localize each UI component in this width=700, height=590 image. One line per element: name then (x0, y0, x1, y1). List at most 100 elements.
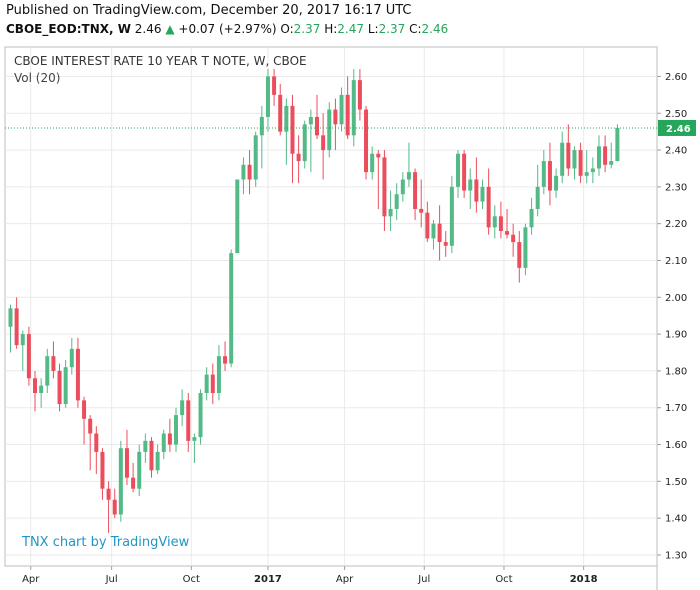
candle (560, 131, 565, 184)
candle-body (345, 94, 350, 136)
candle-body (216, 356, 221, 393)
candle (584, 150, 589, 184)
candle (106, 481, 111, 533)
high-label: H: (324, 22, 338, 36)
time-tick-label: Jul (417, 574, 430, 585)
time-tick-label: Jul (105, 574, 118, 585)
candle-body (112, 499, 117, 515)
candle-body (455, 153, 460, 187)
up-arrow-icon: ▲ (165, 22, 175, 36)
candle-body (290, 105, 295, 154)
candle-body (511, 234, 516, 243)
candle (315, 94, 319, 140)
candle-body (75, 348, 80, 401)
candle (69, 337, 74, 375)
candle (223, 341, 228, 371)
price-tick-label: 2.40 (665, 146, 687, 157)
candle (333, 98, 338, 151)
candle (174, 407, 179, 452)
candle (413, 168, 418, 220)
candle-body (33, 378, 38, 393)
symbol-label: CBOE_EOD:TNX, W (6, 22, 131, 36)
candle-body (541, 161, 546, 187)
candle (180, 389, 185, 427)
candlestick-chart[interactable]: 2.60 2.50 2.40 2.30 2.20 2.10 2.00 1.90 1.80 1.70… (0, 44, 700, 590)
time-tick-label: Oct (183, 574, 200, 585)
candle (94, 426, 99, 474)
candle-body (106, 488, 111, 500)
candle-body (100, 451, 105, 489)
candle (321, 113, 326, 180)
candle-body (241, 164, 246, 180)
candle-body (278, 94, 283, 132)
candle-body (394, 194, 399, 209)
candle (39, 378, 44, 408)
candle-body (609, 161, 614, 165)
candle (505, 208, 510, 239)
candle-body (437, 223, 442, 243)
candle (143, 433, 148, 463)
candle (137, 444, 142, 497)
candle-body (137, 451, 142, 489)
candle (63, 359, 68, 408)
candle (425, 201, 430, 243)
candle (480, 179, 485, 209)
volume-indicator-label: Vol (20) (14, 71, 60, 85)
candle-body (131, 477, 136, 489)
candle (131, 462, 136, 493)
tradingview-watermark: TNX chart by TradingView (21, 535, 190, 550)
candle-body (554, 175, 559, 191)
candle-body (529, 208, 534, 228)
candle-body (615, 127, 620, 162)
candle-body (284, 105, 289, 132)
candle-body (204, 374, 209, 393)
candle-body (161, 433, 166, 452)
candle (455, 150, 460, 198)
chart-header: Published on TradingView.com, December 2… (0, 0, 700, 44)
price-tick-label: 1.60 (665, 440, 687, 451)
candle (498, 201, 503, 239)
candle (327, 102, 332, 158)
candle (517, 231, 522, 283)
low-value: 2.37 (378, 22, 406, 36)
candle (357, 69, 362, 121)
price-tick-label: 1.30 (665, 550, 687, 561)
price-axis: 2.60 2.50 2.40 2.30 2.20 2.10 2.00 1.90 1.80 1.70… (657, 72, 687, 561)
candle-body (82, 400, 87, 419)
candle (198, 389, 203, 445)
candle-body (186, 400, 191, 441)
candle-body (382, 157, 387, 217)
candle-body (180, 400, 185, 416)
candle-body (20, 334, 25, 346)
price-tick-label: 2.60 (665, 72, 687, 83)
candle-body (26, 334, 31, 379)
time-tick-label: Oct (495, 574, 512, 585)
candle-body (596, 146, 601, 169)
price-tick-label: 2.00 (665, 293, 687, 304)
candle (572, 146, 577, 180)
candle-body (45, 356, 50, 386)
candle-body (88, 418, 93, 434)
candle-body (39, 385, 44, 393)
candle (345, 76, 350, 140)
candle-body (253, 135, 258, 180)
candle-body (590, 168, 595, 173)
candle (118, 440, 123, 522)
candle-body (474, 179, 479, 202)
candle-body (14, 308, 19, 346)
candle (124, 429, 129, 486)
candle-body (400, 179, 405, 195)
candle-body (413, 172, 418, 209)
candle-body (8, 308, 13, 327)
candle (204, 367, 209, 401)
high-value: 2.47 (337, 22, 364, 36)
candle (419, 179, 424, 228)
open-label: O: (280, 22, 294, 36)
candle (511, 223, 516, 257)
price-tick-label: 1.50 (665, 477, 687, 488)
candle-body (535, 186, 540, 209)
candle (590, 157, 595, 184)
grid-lines (5, 47, 657, 566)
candle-body (560, 142, 565, 176)
price-tick-label: 2.30 (665, 182, 687, 193)
